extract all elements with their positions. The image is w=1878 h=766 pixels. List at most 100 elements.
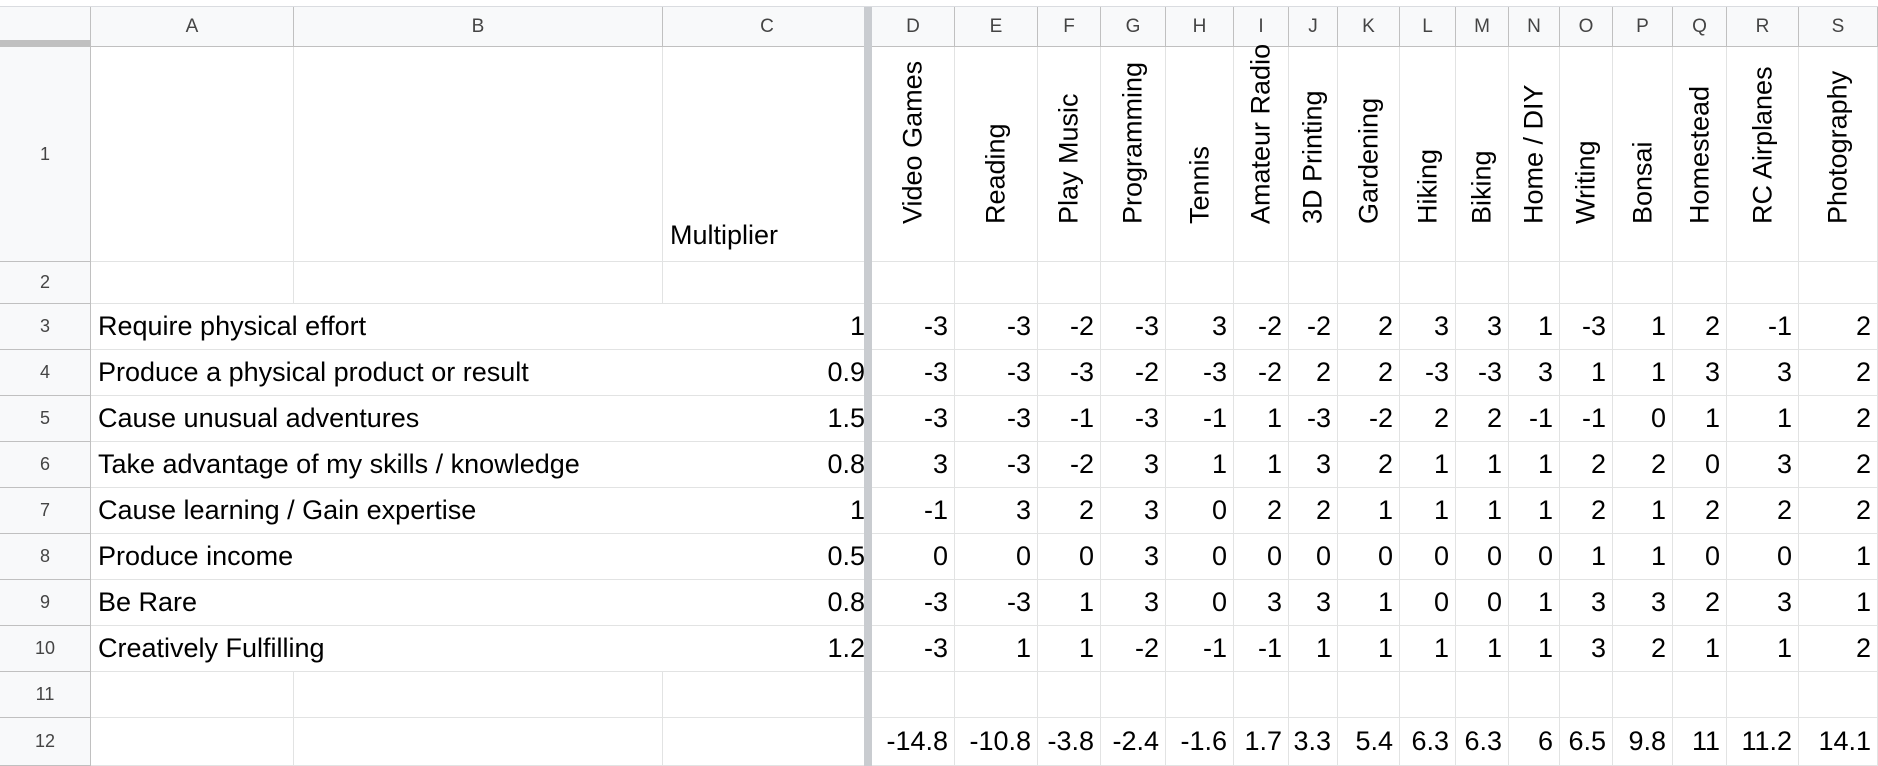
score-cell[interactable]: -3 — [872, 350, 955, 396]
score-cell[interactable]: -3 — [955, 442, 1038, 488]
cell-empty[interactable] — [1727, 672, 1799, 718]
hobby-header[interactable]: Bonsai — [1613, 47, 1673, 262]
total-cell[interactable]: 6 — [1509, 718, 1560, 766]
multiplier-header[interactable]: Multiplier — [663, 47, 872, 262]
score-cell[interactable]: 3 — [1727, 442, 1799, 488]
score-cell[interactable]: 3 — [955, 488, 1038, 534]
column-header-e[interactable]: E — [955, 7, 1038, 47]
score-cell[interactable]: 3 — [872, 442, 955, 488]
frozen-column-divider[interactable] — [864, 7, 872, 766]
score-cell[interactable]: 3 — [1400, 304, 1456, 350]
score-cell[interactable]: 1 — [1613, 488, 1673, 534]
row-header-3[interactable]: 3 — [0, 304, 91, 350]
hobby-header[interactable]: Reading — [955, 47, 1038, 262]
multiplier-cell[interactable]: 0.8 — [663, 580, 872, 626]
score-cell[interactable]: 1 — [1799, 534, 1878, 580]
score-cell[interactable]: 1 — [1456, 488, 1509, 534]
score-cell[interactable]: 0 — [1289, 534, 1338, 580]
score-cell[interactable]: 1 — [1509, 580, 1560, 626]
score-cell[interactable]: -3 — [1400, 350, 1456, 396]
total-cell[interactable]: -2.4 — [1101, 718, 1166, 766]
score-cell[interactable]: 2 — [1613, 442, 1673, 488]
score-cell[interactable]: 1 — [1038, 580, 1101, 626]
total-cell[interactable]: 9.8 — [1613, 718, 1673, 766]
hobby-header[interactable]: Programming — [1101, 47, 1166, 262]
score-cell[interactable]: 1 — [1799, 580, 1878, 626]
column-header-a[interactable]: A — [91, 7, 294, 47]
score-cell[interactable]: 1 — [955, 626, 1038, 672]
column-header-k[interactable]: K — [1338, 7, 1400, 47]
score-cell[interactable]: 2 — [1799, 626, 1878, 672]
score-cell[interactable]: 1 — [1509, 442, 1560, 488]
cell-empty[interactable] — [294, 304, 663, 350]
score-cell[interactable]: 3 — [1673, 350, 1727, 396]
cell-empty[interactable] — [1727, 262, 1799, 304]
cell-empty[interactable] — [1338, 262, 1400, 304]
hobby-header[interactable]: Home / DIY — [1509, 47, 1560, 262]
score-cell[interactable]: 3 — [1289, 580, 1338, 626]
score-cell[interactable]: 3 — [1560, 580, 1613, 626]
column-header-d[interactable]: D — [872, 7, 955, 47]
score-cell[interactable]: 0 — [1456, 580, 1509, 626]
score-cell[interactable]: 3 — [1101, 488, 1166, 534]
score-cell[interactable]: 3 — [1456, 304, 1509, 350]
cell-empty[interactable] — [1400, 672, 1456, 718]
cell-empty[interactable] — [1560, 262, 1613, 304]
hobby-header[interactable]: Biking — [1456, 47, 1509, 262]
score-cell[interactable]: -3 — [1166, 350, 1234, 396]
multiplier-cell[interactable]: 1.2 — [663, 626, 872, 672]
cell-empty[interactable] — [1234, 672, 1289, 718]
score-cell[interactable]: -1 — [1166, 626, 1234, 672]
score-cell[interactable]: 2 — [1400, 396, 1456, 442]
score-cell[interactable]: -1 — [1509, 396, 1560, 442]
row-header-5[interactable]: 5 — [0, 396, 91, 442]
score-cell[interactable]: 3 — [1289, 442, 1338, 488]
score-cell[interactable]: 2 — [1799, 488, 1878, 534]
score-cell[interactable]: 0 — [1509, 534, 1560, 580]
hobby-header[interactable]: Hiking — [1400, 47, 1456, 262]
score-cell[interactable]: 0 — [872, 534, 955, 580]
score-cell[interactable]: 0 — [1727, 534, 1799, 580]
cell-empty[interactable] — [294, 534, 663, 580]
score-cell[interactable]: 3 — [1234, 580, 1289, 626]
score-cell[interactable]: 1 — [1727, 626, 1799, 672]
score-cell[interactable]: 2 — [1727, 488, 1799, 534]
hobby-header[interactable]: Photography — [1799, 47, 1878, 262]
score-cell[interactable]: 2 — [1799, 442, 1878, 488]
total-cell[interactable]: 5.4 — [1338, 718, 1400, 766]
multiplier-cell[interactable]: 0.9 — [663, 350, 872, 396]
row-header-7[interactable]: 7 — [0, 488, 91, 534]
cell-empty[interactable] — [1673, 672, 1727, 718]
criterion-label[interactable]: Produce income — [91, 534, 294, 580]
score-cell[interactable]: 0 — [1400, 580, 1456, 626]
cell-empty[interactable] — [294, 488, 663, 534]
cell-empty[interactable] — [663, 262, 872, 304]
cell-empty[interactable] — [663, 718, 872, 766]
cell-empty[interactable] — [663, 672, 872, 718]
score-cell[interactable]: -3 — [1101, 304, 1166, 350]
score-cell[interactable]: 1 — [1560, 534, 1613, 580]
total-cell[interactable]: 3.3 — [1289, 718, 1338, 766]
score-cell[interactable]: 0 — [1400, 534, 1456, 580]
criterion-label[interactable]: Creatively Fulfilling — [91, 626, 325, 672]
row-header-2[interactable]: 2 — [0, 262, 91, 304]
column-header-q[interactable]: Q — [1673, 7, 1727, 47]
total-cell[interactable]: -14.8 — [872, 718, 955, 766]
row-header-9[interactable]: 9 — [0, 580, 91, 626]
cell-empty[interactable] — [955, 262, 1038, 304]
score-cell[interactable]: 0 — [1038, 534, 1101, 580]
cell-empty[interactable] — [294, 672, 663, 718]
score-cell[interactable]: -1 — [872, 488, 955, 534]
cell-empty[interactable] — [1166, 262, 1234, 304]
cell-empty[interactable] — [294, 396, 663, 442]
cell-empty[interactable] — [872, 672, 955, 718]
score-cell[interactable]: -1 — [1166, 396, 1234, 442]
cell-empty[interactable] — [1560, 672, 1613, 718]
row-header-8[interactable]: 8 — [0, 534, 91, 580]
score-cell[interactable]: -1 — [1727, 304, 1799, 350]
score-cell[interactable]: 2 — [1673, 580, 1727, 626]
cell-empty[interactable] — [294, 442, 663, 488]
total-cell[interactable]: -3.8 — [1038, 718, 1101, 766]
score-cell[interactable]: 2 — [1234, 488, 1289, 534]
total-cell[interactable]: 14.1 — [1799, 718, 1878, 766]
